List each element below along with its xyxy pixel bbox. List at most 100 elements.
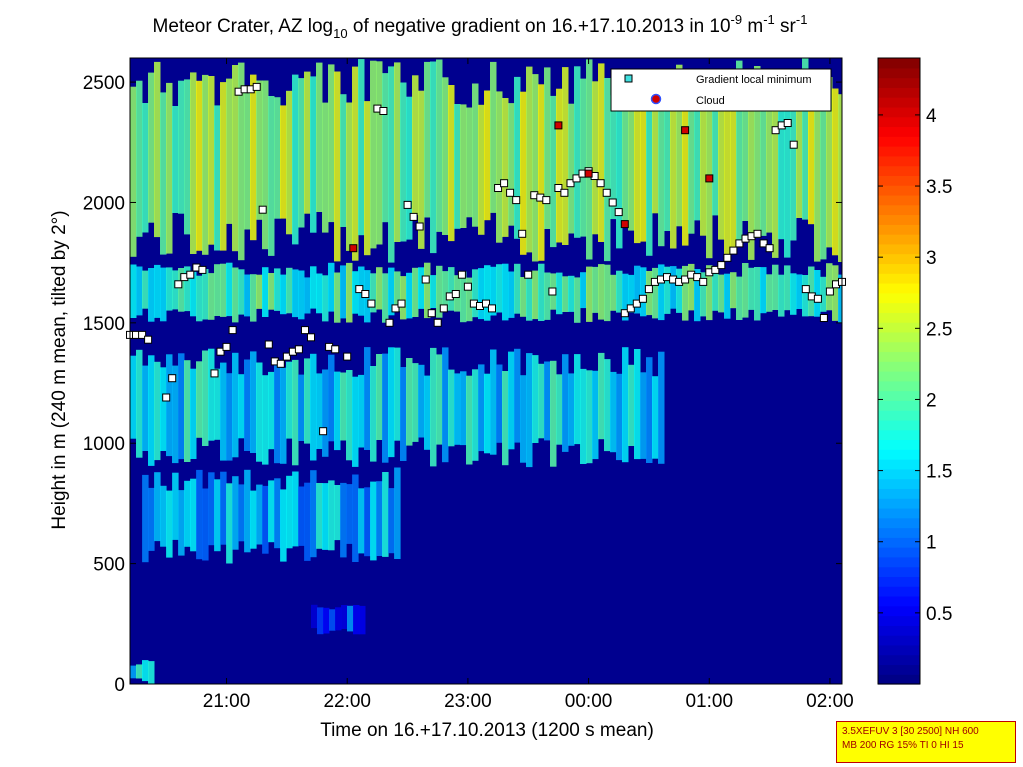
heatmap-layer-lower-band (130, 347, 665, 468)
heatmap-cell (664, 266, 671, 314)
heatmap-cell (352, 271, 359, 314)
heatmap-cell (328, 262, 335, 312)
heatmap-cell (382, 73, 389, 223)
heatmap-cell (328, 64, 335, 223)
heatmap-cell (154, 61, 161, 238)
heatmap-cell (622, 69, 629, 226)
heatmap-cell (694, 269, 701, 322)
local-minimum-marker (518, 229, 527, 238)
local-minimum-marker (216, 347, 225, 356)
y-tick-label: 0 (114, 675, 125, 696)
heatmap-cell (196, 361, 203, 438)
colorbar-segment (878, 390, 920, 401)
heatmap-cell (382, 472, 389, 557)
heatmap-cell (550, 95, 557, 248)
heatmap-cell (778, 274, 785, 317)
heatmap-cell (322, 483, 329, 550)
heatmap-cell (598, 264, 605, 320)
local-minimum-marker (301, 326, 309, 335)
heatmap-cell (202, 350, 209, 446)
x-tick-label: 00:00 (565, 691, 613, 712)
heatmap-cell (538, 263, 545, 321)
heatmap-cell (142, 365, 149, 451)
colorbar-segment (878, 644, 920, 656)
heatmap-cell (220, 263, 227, 317)
heatmap-cell (190, 72, 197, 255)
heatmap-cell (274, 268, 281, 311)
heatmap-cell (382, 353, 389, 463)
heatmap-cell (317, 607, 324, 635)
local-minimum-marker (753, 229, 762, 238)
heatmap-cell (340, 482, 347, 558)
heatmap-cell (232, 267, 239, 323)
heatmap-cell (352, 376, 359, 467)
colorbar-segment (878, 556, 920, 568)
heatmap-cell (442, 77, 449, 235)
heatmap-cell (736, 276, 743, 320)
heatmap-cell (490, 61, 497, 213)
heatmap-cell (388, 347, 395, 458)
heatmap-cell (274, 478, 281, 549)
heatmap-cell (184, 266, 191, 312)
heatmap-cell (220, 362, 227, 461)
heatmap-cell (460, 271, 467, 323)
local-minimum-marker (361, 290, 370, 298)
heatmap-cell (286, 361, 293, 439)
colorbar-segment (878, 459, 920, 470)
local-minimum-marker (385, 318, 394, 327)
heatmap-cell (418, 267, 425, 309)
colorbar-segment (878, 576, 920, 587)
heatmap-cell (172, 472, 179, 540)
heatmap-cell (148, 487, 155, 551)
heatmap-cell (526, 66, 533, 253)
local-minimum-marker (512, 196, 521, 205)
heatmap-cell (202, 74, 209, 255)
local-minimum-marker (789, 140, 798, 149)
colorbar-segment (878, 165, 920, 176)
heatmap-cell (244, 274, 251, 317)
heatmap-cell (226, 373, 233, 461)
heatmap-cell (796, 107, 803, 218)
local-minimum-marker (524, 270, 533, 279)
colorbar: 0.5 1 1.5 2 2.5 3 3.5 4 (877, 57, 952, 685)
colorbar-tick-label: 0.5 (926, 604, 952, 625)
local-minimum-marker (264, 340, 273, 349)
heatmap-cell (154, 264, 161, 318)
heatmap-cell (478, 364, 485, 452)
cloud-marker (705, 174, 714, 183)
x-tick-label: 22:00 (323, 691, 371, 712)
heatmap-cell (298, 486, 305, 546)
heatmap-cell (652, 88, 659, 214)
heatmap-cell (580, 78, 587, 237)
heatmap-cell (268, 480, 275, 543)
colorbar-segment (878, 341, 920, 353)
heatmap-cell (334, 272, 341, 323)
heatmap-layer-corner-patch (130, 660, 155, 684)
heatmap-cell (352, 474, 359, 562)
heatmap-cell (280, 367, 287, 464)
heatmap-cell (520, 91, 527, 255)
heatmap-cell (329, 609, 336, 631)
heatmap-cell (808, 266, 815, 317)
colorbar-segment (878, 615, 920, 626)
x-axis-label: Time on 16.+17.10.2013 (1200 s mean) (320, 720, 654, 741)
legend-cloud-marker (650, 93, 662, 105)
heatmap-cell (214, 105, 221, 251)
heatmap-cell (520, 277, 527, 317)
heatmap-cell (298, 78, 305, 228)
local-minimum-marker (506, 188, 515, 197)
colorbar-segment (878, 380, 920, 392)
heatmap-cell (335, 607, 342, 631)
colorbar-segment (878, 498, 920, 509)
colorbar-segment (878, 243, 920, 255)
heatmap-cell (760, 70, 767, 236)
y-tick-label: 1500 (83, 314, 125, 335)
heatmap-cell (562, 276, 569, 312)
heatmap-cell (226, 483, 233, 564)
colorbar-segment (878, 605, 920, 617)
heatmap-cell (832, 88, 839, 256)
local-minimum-marker (379, 107, 388, 115)
local-minimum-marker (276, 359, 285, 368)
local-minimum-marker (307, 333, 315, 342)
